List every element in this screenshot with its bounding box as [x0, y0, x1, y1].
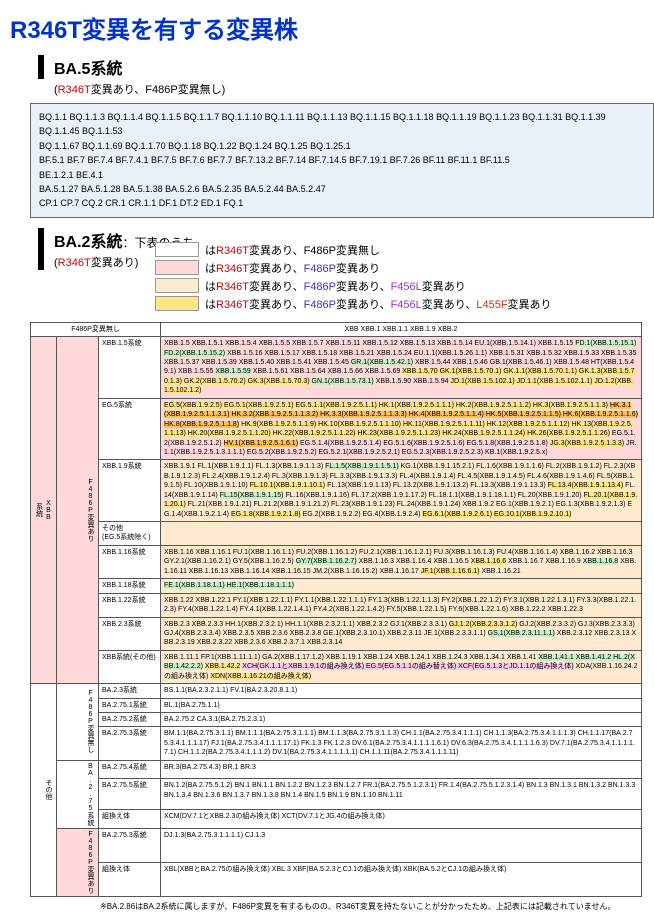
legend-swatch-peach	[155, 278, 199, 293]
content-cell: XBB.2.3 XBB.2.3.3 HH.1(XBB.2.3.2.1) HH.1…	[161, 617, 642, 650]
content-cell: XBB.1.11.1 FP.1(XBB.1.11.1.1) GA.2(XBB.1…	[161, 650, 642, 683]
label-cell: XBB.1.9系統	[99, 460, 161, 522]
ba5-box: BQ.1.1 BQ.1.1.3 BQ.1.1.4 BQ.1.1.5 BQ.1.1…	[30, 103, 654, 218]
main-table: F486P変異無しXBB XBB.1 XBB.1.1 XBB.1.9 XBB.2…	[30, 322, 642, 897]
content-cell: BS.1.1(BA.2.3.2.1.1) FV.1(BA.2.3.20.8.1.…	[161, 684, 642, 698]
label-cell: XBB.2.3系統	[99, 617, 161, 650]
header-left: F486P変異無し	[31, 322, 161, 336]
legend-row-3: はR346T変異あり、F486P変異あり、F456L変異あり	[155, 278, 654, 294]
label-cell: EG.5系統	[99, 398, 161, 460]
page-title: R346T変異を有する変異株	[10, 10, 654, 45]
label-cell: BA.2.75.2系統	[99, 713, 161, 727]
content-cell	[161, 522, 642, 546]
label-cell: XBB.1.22系統	[99, 593, 161, 617]
legend-swatch-white	[155, 242, 199, 257]
ba5-line: CP.1 CP.7 CQ.2 CR.1 CR.1.1 DF.1 DT.2 ED.…	[39, 196, 645, 210]
content-cell: BA.2.75.2 CA.3.1(BA.2.75.2.3.1)	[161, 713, 642, 727]
subgroup-cell: F486P変異無し	[57, 684, 99, 761]
content-cell: BR.3(BA.2.75.4.3) BR.1 BR.3	[161, 760, 642, 779]
label-cell: 組換え体	[99, 810, 161, 829]
label-cell: その他(EG.5系統除く)	[99, 522, 161, 546]
header-right: XBB XBB.1 XBB.1.1 XBB.1.9 XBB.2	[161, 322, 642, 336]
subgroup-cell: BA.2.75系統	[57, 760, 99, 828]
content-cell: DJ.1.3(BA.2.75.3.1.1.1.1) CJ.1.3	[161, 828, 642, 862]
content-cell: EG.5(XBB.1.9.2.5) EG.5.1(XBB.1.9.2.5.1) …	[161, 398, 642, 460]
subgroup-cell: F486P変異あり	[57, 828, 99, 896]
label-cell: 組換え体	[99, 862, 161, 896]
ba5-section: BA.5系統 (R346T変異あり、F486P変異無し) BQ.1.1 BQ.1…	[10, 51, 654, 218]
ba5-label: BA.5系統	[38, 55, 122, 79]
ba2-section: BA.2系統：下表のうち (R346T変異あり) はR346T変異あり、F486…	[10, 228, 654, 912]
ba5-sub: (R346T変異あり、F486P変異無し)	[54, 81, 654, 97]
content-cell: BN.1.2(BA.2.75.5.1.2) BN.1 BN.1.1 BN.1.2…	[161, 779, 642, 810]
content-cell: XCM(DV.7.1とXBB.2.3の組み換え体) XCT(DV.7.1とJG.…	[161, 810, 642, 829]
ba5-line: BQ.1.1.67 BQ.1.1.69 BQ.1.1.70 BQ.1.18 BQ…	[39, 139, 645, 153]
ba5-line: BE.1.2.1 BE.4.1	[39, 168, 645, 182]
label-cell: XBB.1.18系統	[99, 579, 161, 593]
label-cell: BA.2.75.3系統	[99, 727, 161, 760]
label-cell: XBB.1.16系統	[99, 545, 161, 578]
label-cell: BA.2.75.5系統	[99, 779, 161, 810]
group-cell: XBB系統	[31, 337, 57, 684]
subgroup-cell: F486P変異あり	[57, 337, 99, 684]
ba5-line: BA.5.1.27 BA.5.1.28 BA.5.1.38 BA.5.2.6 B…	[39, 182, 645, 196]
ba5-line: BF.5.1 BF.7 BF.7.4 BF.7.4.1 BF.7.5 BF.7.…	[39, 153, 645, 167]
ba2-label: BA.2系統	[54, 234, 122, 251]
content-cell: FE.1(XBB.1.18.1.1) HE.1(XBB.1.18.1.1.1)	[161, 579, 642, 593]
label-cell: XBB系統(その他)	[99, 650, 161, 683]
label-cell: BA.2.75.4系統	[99, 760, 161, 779]
content-cell: XBB.1.22 XBB.1.22.1 FY.1(XBB.1.22.1.1) F…	[161, 593, 642, 617]
label-cell: BA.2.75.1系統	[99, 698, 161, 712]
label-cell: BA.2.3系統	[99, 684, 161, 698]
legend-row-2: はR346T変異あり、F486P変異あり	[155, 260, 654, 276]
legend-swatch-yellow	[155, 296, 199, 311]
content-cell: XBB.1.16 XBB.1.16.1 FU.1(XBB.1.16.1.1) F…	[161, 545, 642, 578]
footnote: ※BA.2.86はBA.2系統に属しますが、F486P変異を有するものの、R34…	[100, 901, 654, 912]
content-cell: XBL(XBBとBA.2.75の組み換え体) XBL.3 XBF(BA.5.2.…	[161, 862, 642, 896]
legend-row-1: はR346T変異あり、F486P変異無し	[155, 242, 654, 258]
legend-row-4: はR346T変異あり、F486P変異あり、F456L変異あり、L455F変異あり	[155, 296, 654, 312]
legend-swatch-pink	[155, 260, 199, 275]
content-cell: BM.1.1(BA.2.75.3.1.1) BM.1.1.1(BA.2.75.3…	[161, 727, 642, 760]
label-cell: BA.2.75.3系統	[99, 828, 161, 862]
content-cell: XBB.1.9.1 FL.1(XBB.1.9.1.1) FL.1.3(XBB.1…	[161, 460, 642, 522]
content-cell: XBB.1.5 XBB.1.5.1 XBB.1.5.4 XBB.1.5.5 XB…	[161, 337, 642, 399]
label-cell: XBB.1.5系統	[99, 337, 161, 399]
ba5-line: BQ.1.1 BQ.1.1.3 BQ.1.1.4 BQ.1.1.5 BQ.1.1…	[39, 110, 645, 139]
content-cell: BL.1(BA.2.75.1.1)	[161, 698, 642, 712]
group-cell: その他	[31, 684, 57, 897]
